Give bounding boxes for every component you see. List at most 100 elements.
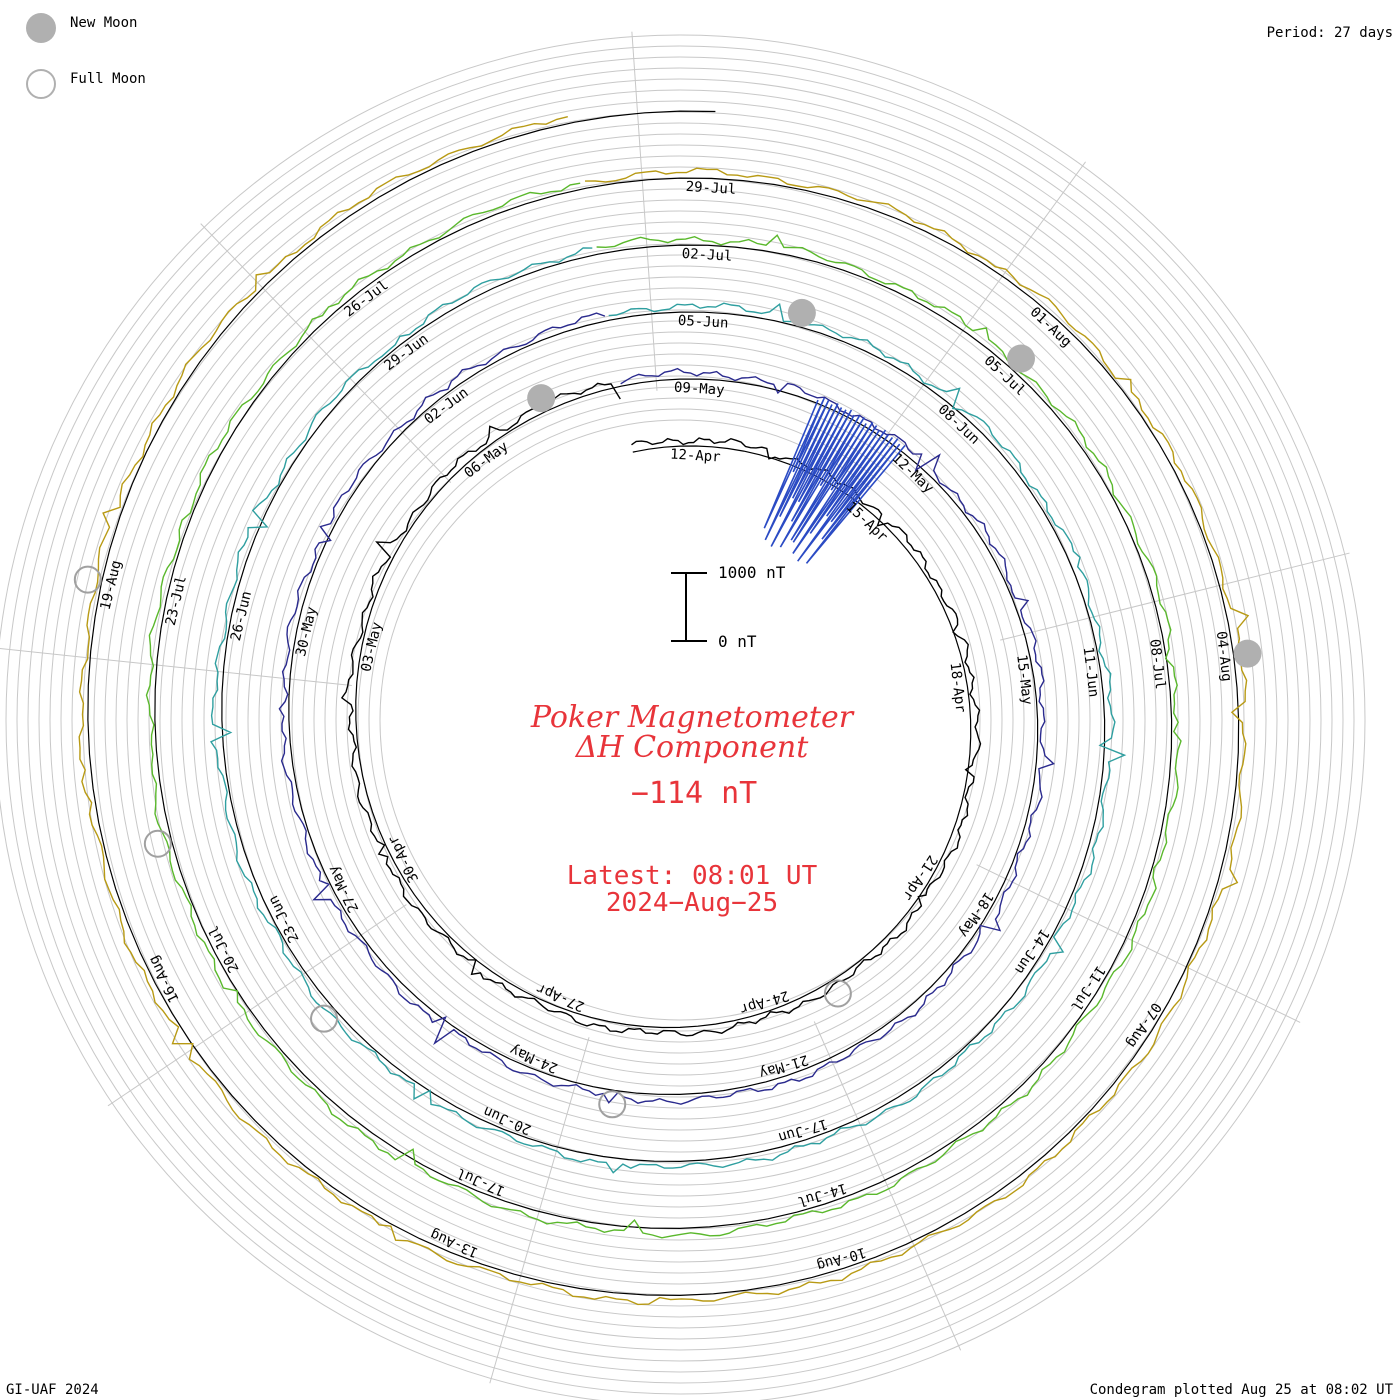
- date-tick-label: 02-Jun: [421, 385, 471, 428]
- grid-ring: [302, 342, 1058, 1098]
- grid-rings: [0, 34, 1366, 1400]
- grid-ring: [379, 419, 981, 1021]
- grid-spoke: [1000, 552, 1350, 641]
- new-moon-marker: [1007, 344, 1036, 373]
- date-tick-label: 09-May: [674, 380, 725, 399]
- date-tick-label: 08-Jul: [1146, 638, 1168, 690]
- footer-plotted: Condegram plotted Aug 25 at 08:02 UT: [1090, 1382, 1394, 1398]
- grid-ring: [93, 133, 1267, 1307]
- baseline-path: [87, 110, 1240, 1297]
- grid-ring: [192, 232, 1168, 1208]
- grid-ring: [357, 397, 1003, 1043]
- grid-ring: [291, 331, 1069, 1109]
- chart-subtitle: ΔH Component: [575, 730, 809, 765]
- full-moon-legend-icon: [26, 69, 56, 99]
- grid-ring: [346, 386, 1014, 1054]
- full-moon-marker: [823, 979, 852, 1008]
- date-tick-label: 27-Apr: [534, 980, 587, 1015]
- date-tick-label: 20-Jul: [206, 923, 243, 975]
- date-tick-label: 15-May: [1013, 654, 1035, 706]
- trace-revolution-2: [278, 312, 1055, 1105]
- new-moon-legend-label: New Moon: [70, 15, 137, 31]
- date-tick-label: 26-Jul: [341, 277, 391, 320]
- grid-ring: [71, 111, 1289, 1329]
- grid-ring: [313, 353, 1047, 1087]
- period-label: Period: 27 days: [1267, 25, 1393, 41]
- trace-revolution-3: [209, 247, 1127, 1174]
- baseline-spiral: [87, 110, 1240, 1297]
- grid-ring: [324, 364, 1036, 1076]
- trace-revolution-1: [340, 382, 982, 1037]
- full-moon-marker: [143, 829, 172, 858]
- moon-markers: [73, 298, 1262, 1119]
- grid-ring: [60, 100, 1300, 1340]
- grid-spoke: [489, 1037, 590, 1384]
- grid-ring: [38, 78, 1322, 1362]
- date-tick-label: 17-Jul: [455, 1164, 508, 1199]
- trace-revolution-4: [145, 182, 1182, 1239]
- grid-ring: [335, 375, 1025, 1065]
- grid-ring: [214, 254, 1146, 1186]
- grid-spokes: [0, 31, 1350, 1384]
- new-moon-legend-icon: [26, 13, 56, 43]
- date-tick-label: 12-Apr: [670, 447, 721, 466]
- date-tick-label: 04-Aug: [1213, 630, 1235, 682]
- full-moon-marker: [598, 1090, 627, 1119]
- grid-spoke: [0, 648, 352, 687]
- scale-top-label: 1000 nT: [718, 563, 786, 582]
- grid-ring: [368, 408, 992, 1032]
- full-moon-legend-label: Full Moon: [70, 71, 146, 87]
- scale-bar: [671, 572, 707, 642]
- current-value: −114 nT: [631, 776, 757, 811]
- grid-spoke: [107, 904, 407, 1107]
- grid-ring: [16, 56, 1344, 1384]
- date-tick-label: 08-Jun: [935, 402, 983, 448]
- trace-revolution-5: [78, 116, 1250, 1306]
- grid-ring: [247, 287, 1113, 1153]
- grid-ring: [170, 210, 1190, 1230]
- date-tick-label: 02-Jul: [681, 246, 732, 265]
- grid-ring: [159, 199, 1201, 1241]
- grid-ring: [115, 155, 1245, 1285]
- full-moon-marker: [73, 565, 102, 594]
- full-moon-marker: [310, 1004, 339, 1033]
- date-tick-label: 11-Jun: [1080, 646, 1102, 698]
- date-tick-label: 30-Apr: [385, 833, 422, 885]
- date-tick-label: 15-Apr: [843, 499, 891, 545]
- date-tick-label: 01-Aug: [1027, 304, 1075, 350]
- grid-ring: [203, 243, 1157, 1197]
- grid-ring: [148, 188, 1212, 1252]
- data-traces: [78, 116, 1250, 1306]
- date-tick-label: 18-Apr: [947, 661, 969, 713]
- grid-ring: [27, 67, 1333, 1373]
- date-tick-label: 29-Jul: [685, 179, 736, 198]
- grid-spoke: [813, 1021, 962, 1351]
- grid-ring: [5, 45, 1355, 1395]
- date-tick-label: 12-May: [889, 450, 937, 496]
- scale-bottom-label: 0 nT: [718, 632, 757, 651]
- grid-spoke: [631, 31, 658, 391]
- footer-credit: GI-UAF 2024: [6, 1382, 99, 1398]
- grid-ring: [126, 166, 1234, 1274]
- grid-ring: [280, 320, 1080, 1120]
- grid-spoke: [200, 223, 452, 483]
- date-tick-label: 29-Jun: [381, 331, 431, 374]
- date-tick-label: 06-May: [461, 439, 511, 482]
- grid-spoke: [873, 161, 1086, 454]
- grid-ring: [49, 89, 1311, 1351]
- chart-title: Poker Magnetometer: [530, 700, 855, 735]
- date-tick-label: 13-Aug: [428, 1226, 481, 1261]
- date-tick-label: 05-Jun: [677, 313, 728, 332]
- grid-spoke: [976, 864, 1301, 1023]
- new-moon-marker: [1233, 639, 1262, 668]
- grid-ring: [236, 276, 1124, 1164]
- latest-date: 2024−Aug−25: [606, 888, 778, 918]
- storm-spike-may: [763, 397, 906, 564]
- grid-ring: [258, 298, 1102, 1142]
- latest-time: Latest: 08:01 UT: [567, 861, 818, 891]
- grid-ring: [225, 265, 1135, 1175]
- grid-ring: [181, 221, 1179, 1219]
- new-moon-marker: [527, 384, 556, 413]
- grid-ring: [0, 34, 1366, 1400]
